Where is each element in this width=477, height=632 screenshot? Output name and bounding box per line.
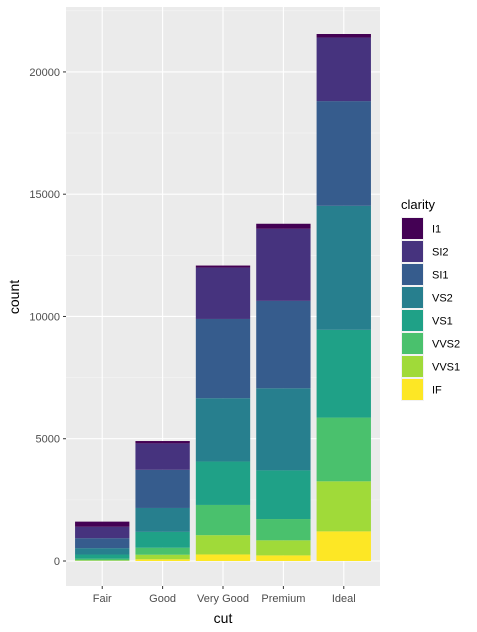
bar-segment-vs1 — [135, 531, 190, 548]
legend-swatch — [402, 333, 423, 354]
y-tick-label: 15000 — [29, 189, 60, 201]
legend: clarity I1 SI2 SI1 VS2 VS1 VVS2 VVS1 IF — [401, 197, 460, 401]
bar-segment-si1 — [316, 101, 371, 206]
legend-label: VVS1 — [432, 362, 460, 374]
y-tick-label: 0 — [54, 556, 60, 568]
bar-segment-if — [135, 559, 190, 561]
legend-swatch — [402, 218, 423, 239]
bar-segment-vvs1 — [316, 481, 371, 532]
bar-segment-vvs1 — [256, 540, 311, 556]
legend-items: I1 SI2 SI1 VS2 VS1 VVS2 VVS1 IF — [401, 217, 460, 401]
bar-segment-si1 — [135, 469, 190, 508]
bar-segment-si2 — [256, 228, 311, 301]
x-tick-label: Good — [149, 593, 176, 605]
bar-segment-i1 — [135, 441, 190, 444]
legend-label: I1 — [432, 224, 441, 236]
bar-segment-i1 — [316, 34, 371, 38]
bar-segment-vvs2 — [75, 558, 130, 561]
bar-segment-vs2 — [195, 398, 251, 462]
bar-segment-si1 — [195, 318, 251, 399]
y-tick-label: 5000 — [36, 434, 60, 446]
bar-segment-vs2 — [256, 388, 311, 471]
x-tick-label: Ideal — [332, 593, 356, 605]
y-tick-label: 20000 — [29, 67, 60, 79]
bar-segment-i1 — [75, 521, 130, 527]
bar-segment-if — [256, 555, 311, 561]
x-axis-ticks: Fair Good Very Good Premium Ideal — [93, 586, 356, 605]
legend-swatch — [402, 379, 423, 400]
legend-label: VVS2 — [432, 339, 460, 351]
bar-segment-si2 — [75, 526, 130, 539]
y-tick-label: 10000 — [29, 311, 60, 323]
x-tick-label: Fair — [93, 593, 112, 605]
bar-segment-si2 — [195, 267, 251, 319]
legend-label: SI1 — [432, 270, 449, 282]
bars — [75, 34, 371, 561]
bar-segment-vvs2 — [195, 504, 251, 536]
y-axis-ticks: 0 5000 10000 15000 20000 — [29, 67, 66, 568]
bar-segment-vs1 — [75, 554, 130, 559]
legend-label: VS1 — [432, 316, 453, 328]
legend-swatch — [402, 287, 423, 308]
x-axis-title: cut — [214, 610, 233, 626]
bar-segment-si2 — [135, 443, 190, 470]
bar-segment-si1 — [75, 538, 130, 549]
legend-label: VS2 — [432, 293, 453, 305]
y-axis-title: count — [6, 280, 22, 314]
legend-label: IF — [432, 385, 442, 397]
bar-segment-if — [195, 554, 251, 561]
bar-segment-vvs1 — [135, 554, 190, 560]
legend-title: clarity — [401, 197, 435, 212]
x-tick-label: Premium — [261, 593, 305, 605]
bar-segment-vs2 — [75, 548, 130, 555]
legend-swatch — [402, 241, 423, 262]
bar-segment-i1 — [256, 223, 311, 229]
bar-segment-si2 — [316, 37, 371, 102]
legend-swatch — [402, 264, 423, 285]
bar-segment-vvs2 — [135, 547, 190, 555]
bar-segment-vvs1 — [195, 535, 251, 555]
x-tick-label: Very Good — [197, 593, 249, 605]
bar-segment-vs1 — [316, 329, 371, 418]
bar-segment-vs1 — [195, 461, 251, 505]
legend-label: SI2 — [432, 247, 449, 259]
legend-swatch — [402, 356, 423, 377]
bar-segment-si1 — [256, 300, 311, 389]
bar-segment-vs1 — [256, 470, 311, 520]
bar-segment-vs2 — [135, 507, 190, 532]
bar-segment-i1 — [195, 265, 251, 268]
bar-segment-if — [316, 531, 371, 561]
bar-segment-vvs2 — [256, 519, 311, 541]
legend-swatch — [402, 310, 423, 331]
bar-segment-vvs2 — [316, 417, 371, 482]
bar-segment-vs2 — [316, 205, 371, 330]
